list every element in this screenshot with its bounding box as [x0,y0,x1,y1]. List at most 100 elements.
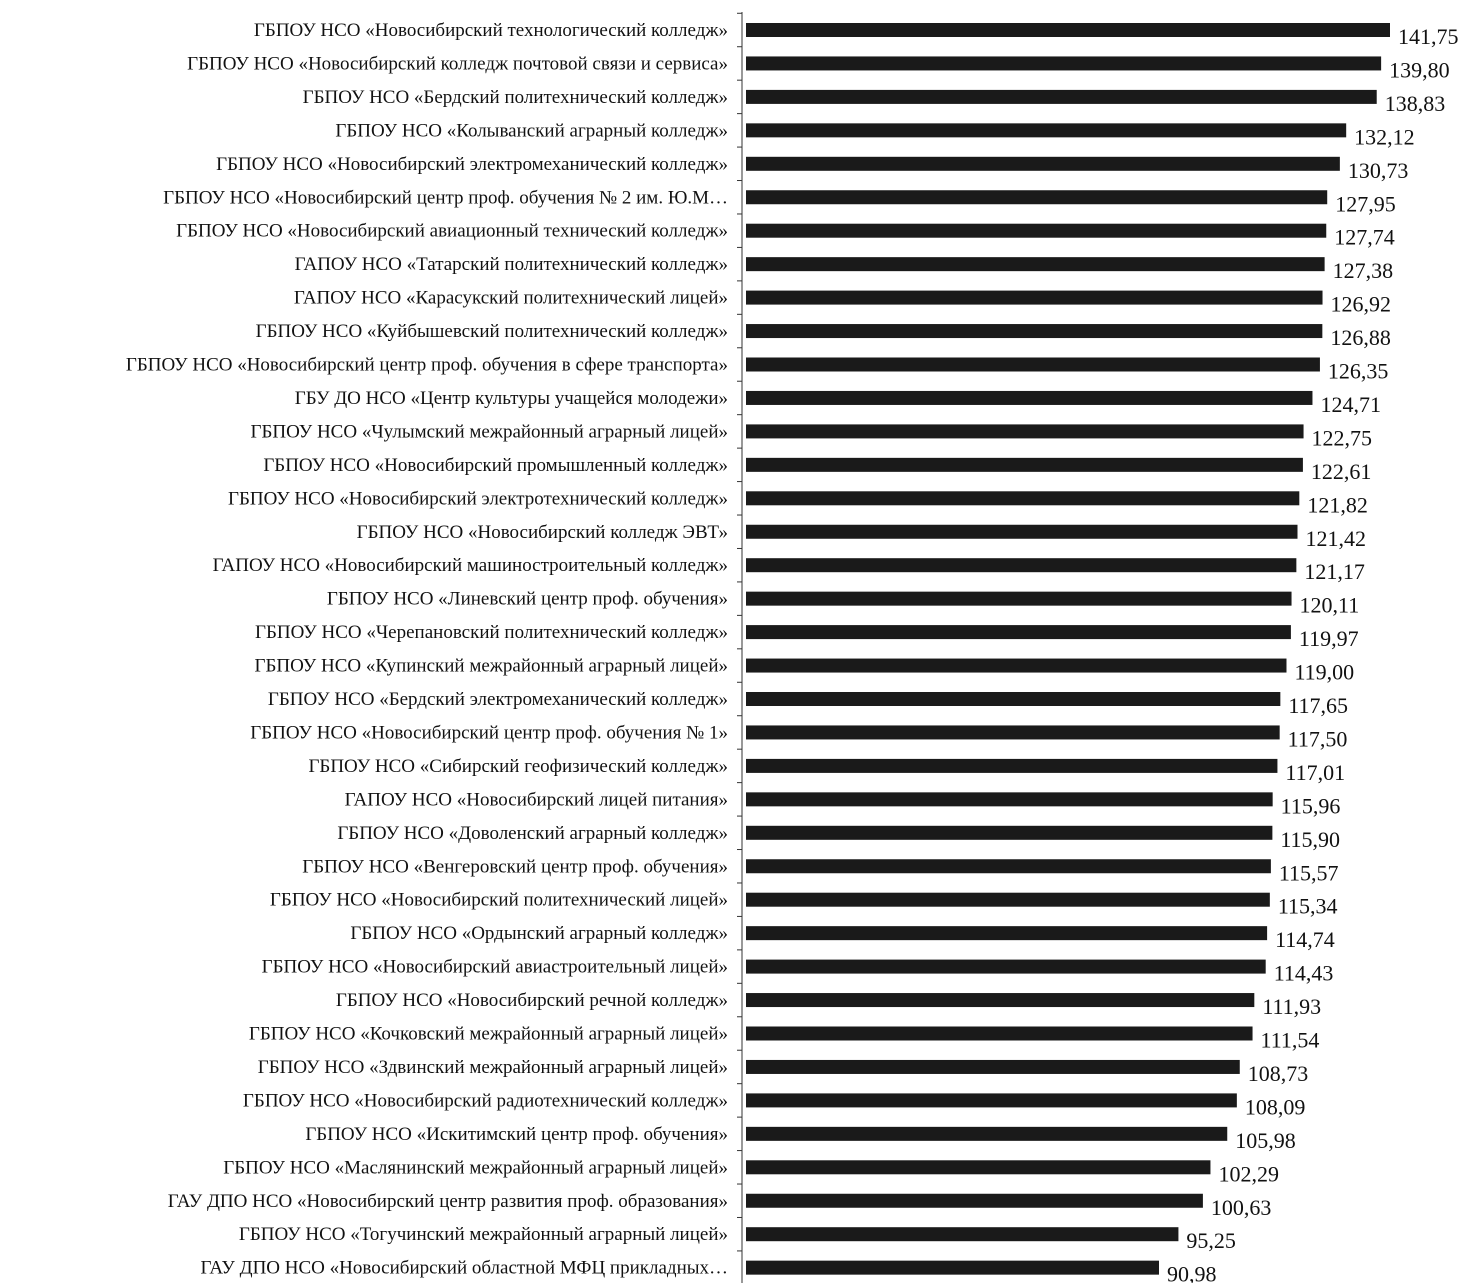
value-label: 108,09 [1245,1094,1306,1119]
bar [746,591,1292,606]
category-label: ГБПОУ НСО «Новосибирский центр проф. обу… [126,355,728,376]
category-label: ГБПОУ НСО «Линевский центр проф. обучени… [327,589,728,610]
category-label: ГБПОУ НСО «Доволенский аграрный колледж» [337,823,728,844]
value-label: 119,00 [1294,660,1354,685]
bar [746,524,1298,539]
bar [746,324,1323,339]
bar [746,1093,1237,1108]
value-label: 115,96 [1281,793,1341,818]
category-label: ГБПОУ НСО «Новосибирский центр проф. обу… [163,187,728,208]
value-label: 138,83 [1385,91,1446,116]
bar [746,692,1281,706]
value-label: 120,11 [1300,593,1360,618]
bar [746,223,1327,238]
category-label: ГБПОУ НСО «Искитимский центр проф. обуче… [305,1124,728,1145]
bar [746,424,1304,439]
value-label: 117,50 [1288,726,1348,751]
category-label: ГБПОУ НСО «Новосибирский электромеханиче… [216,154,728,175]
value-label: 102,29 [1218,1161,1279,1186]
category-label: ГБПОУ НСО «Бердский политехнический колл… [303,87,728,108]
value-labels-group: 141,75 139,80 138,83 132,12 130,73 127,95 127,… [1167,24,1459,1283]
category-label: ГБПОУ НСО «Венгеровский центр проф. обуч… [302,856,728,877]
value-label: 114,43 [1274,961,1334,986]
value-label: 121,82 [1307,492,1368,517]
value-label: 122,61 [1311,459,1372,484]
bar [746,658,1287,673]
category-label: ГБПОУ НСО «Новосибирский политехнический… [270,890,728,911]
category-label: ГБПОУ НСО «Новосибирский радиотехнически… [243,1090,728,1111]
bar [746,1160,1211,1175]
category-label: ГБПОУ НСО «Колыванский аграрный колледж» [335,120,728,141]
value-label: 105,98 [1235,1128,1296,1153]
bar [746,892,1270,907]
category-label: ГБПОУ НСО «Бердский электромеханический … [268,689,728,710]
category-label: ГБПОУ НСО «Черепановский политехнический… [255,622,728,643]
bar [746,758,1278,773]
category-label: ГБУ ДО НСО «Центр культуры учащейся моло… [295,388,728,409]
bar [746,825,1273,840]
bar [746,56,1382,71]
bar [746,1260,1159,1275]
category-label: ГАУ ДПО НСО «Новосибирский областной МФЦ… [200,1258,728,1279]
category-label: ГБПОУ НСО «Чулымский межрайонный аграрны… [250,421,728,442]
category-label: ГАПОУ НСО «Новосибирский лицей питания» [345,789,728,810]
value-label: 121,42 [1305,526,1366,551]
value-label: 121,17 [1304,559,1365,584]
value-label: 124,71 [1320,392,1381,417]
category-label: ГАПОУ НСО «Карасукский политехнический л… [294,288,728,309]
value-label: 115,57 [1279,860,1339,885]
value-label: 115,34 [1278,894,1338,919]
bar [746,1059,1240,1074]
value-label: 90,98 [1167,1262,1217,1283]
bar [746,792,1273,807]
value-label: 111,93 [1262,994,1321,1019]
bar [746,23,1390,37]
category-label: ГБПОУ НСО «Здвинский межрайонный аграрны… [258,1057,728,1078]
bar [746,926,1268,941]
bars-group [746,23,1390,1275]
category-label: ГБПОУ НСО «Маслянинский межрайонный агра… [223,1157,728,1178]
category-label: ГБПОУ НСО «Новосибирский технологический… [254,20,728,41]
bar [746,959,1266,974]
bar [746,993,1255,1008]
category-label: ГАУ ДПО НСО «Новосибирский центр развити… [168,1191,728,1212]
category-label: ГБПОУ НСО «Новосибирский речной колледж» [336,990,728,1011]
value-label: 141,75 [1398,24,1459,49]
value-label: 127,95 [1335,191,1396,216]
bar [746,123,1347,138]
category-label: ГАПОУ НСО «Новосибирский машиностроитель… [213,555,728,576]
value-label: 130,73 [1348,158,1409,183]
category-label: ГБПОУ НСО «Ордынский аграрный колледж» [350,923,728,944]
category-label: ГБПОУ НСО «Кочковский межрайонный аграрн… [249,1024,728,1045]
bar [746,457,1303,472]
bar [746,1126,1228,1141]
bar [746,1227,1179,1242]
bar [746,357,1320,372]
bar [746,290,1323,305]
bar [746,625,1291,640]
value-label: 108,73 [1248,1061,1309,1086]
value-label: 117,65 [1288,693,1348,718]
category-label: ГБПОУ НСО «Тогучинский межрайонный аграр… [239,1224,728,1245]
category-label: ГБПОУ НСО «Новосибирский электротехничес… [228,488,728,509]
value-label: 122,75 [1312,425,1373,450]
value-label: 95,25 [1186,1228,1236,1253]
category-labels-group: ГБПОУ НСО «Новосибирский технологический… [126,20,728,1279]
value-label: 115,90 [1280,827,1340,852]
bar [746,190,1328,205]
value-label: 119,97 [1299,626,1359,651]
value-label: 126,92 [1331,292,1392,317]
value-label: 127,74 [1334,225,1395,250]
value-label: 139,80 [1389,57,1450,82]
category-label: ГБПОУ НСО «Новосибирский колледж почтово… [187,53,728,74]
value-label: 117,01 [1285,760,1345,785]
category-label: ГБПОУ НСО «Новосибирский центр проф. обу… [250,722,728,743]
category-label: ГБПОУ НСО «Новосибирский колледж ЭВТ» [357,522,728,543]
category-label: ГБПОУ НСО «Новосибирский авиационный тех… [176,221,728,242]
bar [746,390,1313,405]
bar [746,89,1377,104]
category-label: ГБПОУ НСО «Купинский межрайонный аграрны… [255,656,728,677]
bar [746,257,1325,272]
category-label: ГБПОУ НСО «Новосибирский промышленный ко… [263,455,728,476]
